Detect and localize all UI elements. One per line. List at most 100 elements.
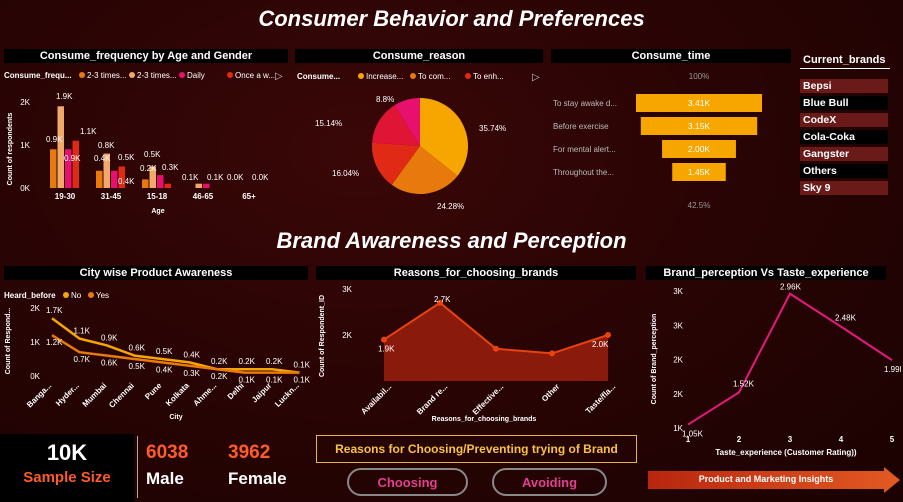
series-line <box>51 334 300 374</box>
y-tick: 0K <box>30 372 40 381</box>
reasons-chart: 3K 2K Count of Respondent_ID 1.9K 2.7K 2.0K Av… <box>319 285 618 423</box>
insights-button[interactable] <box>648 467 900 493</box>
x-tick: Banga... <box>25 381 53 409</box>
data-point <box>381 336 387 343</box>
pie-slice <box>394 98 420 146</box>
y-tick: 2K <box>673 356 683 365</box>
slice-label: 16.04% <box>332 169 359 178</box>
y-tick: 2K <box>673 390 683 399</box>
y-tick: 3K <box>673 287 683 296</box>
bar <box>65 149 72 188</box>
legend-label: To enh... <box>473 72 504 81</box>
x-tick: Taste/fla... <box>584 382 618 416</box>
bar <box>72 140 79 188</box>
legend-label: Yes <box>96 291 109 300</box>
slice-label: 24.28% <box>437 202 464 211</box>
funnel-value: 3.15K <box>688 121 711 131</box>
data-label: 0.5K <box>156 347 173 356</box>
x-tick: Other <box>540 382 561 403</box>
legend-next-icon[interactable]: ▷ <box>532 72 540 83</box>
y-tick: 1K <box>30 338 40 347</box>
x-tick: Effective... <box>471 382 506 417</box>
reasons-banner: Reasons for Choosing/Preventing trying o… <box>316 435 637 463</box>
data-label: 1.1K <box>80 127 97 136</box>
data-label: 0.5K <box>118 153 135 162</box>
section-title: Brand Awareness and Perception <box>276 228 627 253</box>
female-value: 3962 <box>228 442 271 463</box>
data-label: 0.9K <box>101 333 118 342</box>
insights-label: Product and Marketing Insights <box>698 474 834 484</box>
data-label: 0.4K <box>184 350 201 359</box>
divider <box>137 436 138 498</box>
x-tick: Pune <box>143 381 164 402</box>
y-tick: 2K <box>342 331 352 340</box>
legend-marker <box>227 72 233 78</box>
panel-title-bg <box>295 49 543 63</box>
perception-title: Brand_perception Vs Taste_experience <box>663 267 869 279</box>
x-tick: Kolkata <box>164 381 191 408</box>
data-label: 0.2K <box>211 372 228 381</box>
x-tick: 46-65 <box>193 192 214 201</box>
data-label: 2.7K <box>434 295 451 304</box>
choosing-button[interactable]: Choosing <box>347 468 468 496</box>
data-label: 1.05K <box>682 430 704 439</box>
funnel-value: 2.00K <box>688 144 711 154</box>
legend-label: 2-3 times... <box>137 71 177 80</box>
series-line <box>51 317 300 374</box>
x-tick: 31-45 <box>101 192 122 201</box>
x-tick: Ahme... <box>192 381 219 408</box>
x-tick: Brand re... <box>415 382 449 416</box>
funnel-value: 1.45K <box>688 167 711 177</box>
legend-label: Daily <box>187 71 205 80</box>
data-point <box>437 299 443 306</box>
legend-marker <box>88 292 94 298</box>
area-fill <box>384 302 608 381</box>
data-label: 0.0K <box>227 173 244 182</box>
data-label: 0.1K <box>239 376 256 385</box>
avoiding-button[interactable]: Avoiding <box>492 468 607 496</box>
brand-item[interactable]: Cola-Coka <box>800 130 888 144</box>
legend-marker <box>410 73 416 79</box>
freq-title: Consume_frequency by Age and Gender <box>39 50 253 62</box>
panel-title-bg <box>551 49 791 63</box>
freq-legend-title: Consume_frequ... <box>4 71 72 80</box>
x-tick: 4 <box>839 435 844 444</box>
x-axis-label: Age <box>151 208 164 215</box>
data-label: 0.5K <box>144 150 161 159</box>
y-tick: 2K <box>20 98 30 107</box>
brand-item[interactable]: Others <box>800 164 888 178</box>
data-label: 0.3K <box>162 163 179 172</box>
brand-item[interactable]: Gangster <box>800 147 888 161</box>
legend-marker <box>179 72 185 78</box>
x-tick: Availabil... <box>359 382 393 416</box>
data-label: 0.9K <box>46 135 63 144</box>
brand-item[interactable]: CodeX <box>800 113 888 127</box>
legend-next-icon[interactable]: ▷ <box>275 71 283 82</box>
brand-item[interactable]: Sky 9 <box>800 181 888 195</box>
female-label: Female <box>228 469 287 488</box>
funnel-bar <box>636 94 762 112</box>
y-axis-label: Count of respondents <box>7 113 14 186</box>
funnel-category: Before exercise <box>553 122 609 131</box>
bar <box>111 170 118 188</box>
data-point <box>605 332 611 338</box>
legend-marker <box>79 72 85 78</box>
male-label: Male <box>146 469 184 488</box>
data-label: 0.1K <box>294 361 311 370</box>
data-point <box>549 350 555 357</box>
brand-item[interactable]: Blue Bull <box>800 96 888 110</box>
reason-chart: Consume... Increase... To com... To enh...… <box>297 72 540 211</box>
series-line <box>687 292 893 426</box>
data-label: 0.1K <box>182 173 199 182</box>
funnel-bar <box>672 163 726 181</box>
perception-chart: 3K 3K 2K 2K 1K Count of Brand_perception 1.05K… <box>651 283 901 457</box>
x-tick: 3 <box>788 435 793 444</box>
bar <box>142 179 149 188</box>
data-label: 2.96K <box>780 283 802 292</box>
data-label: 0.2K <box>211 357 228 366</box>
brand-item[interactable]: Bepsi <box>800 79 888 93</box>
x-tick: 65+ <box>242 192 256 201</box>
y-tick: 3K <box>673 321 683 330</box>
y-axis-label: Count of Brand_perception <box>651 314 658 405</box>
data-point <box>493 345 499 352</box>
